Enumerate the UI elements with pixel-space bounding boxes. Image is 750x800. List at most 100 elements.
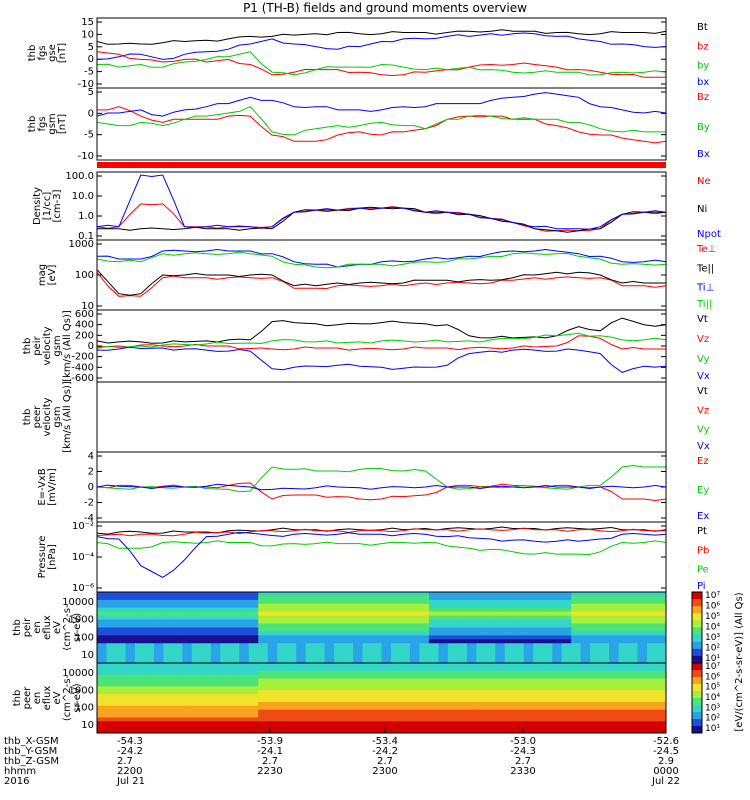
ytick-label: 1000 bbox=[69, 239, 94, 250]
xaxis-value: -24.3 bbox=[510, 746, 536, 757]
xaxis-value: -24.5 bbox=[653, 746, 679, 757]
panels-layer: thbfgsgse[nT]151050-5-10Btbzbybxthbfgsgs… bbox=[12, 17, 721, 734]
panel-frame bbox=[96, 87, 667, 161]
ytick-label: 10 bbox=[81, 650, 94, 661]
series-Pe bbox=[96, 540, 667, 556]
colorbar-tick: 10² bbox=[705, 714, 720, 724]
colorbar-tick: 10² bbox=[705, 644, 720, 654]
xaxis-value: 2.9 bbox=[658, 756, 674, 767]
ytick-label: -2 bbox=[84, 498, 94, 509]
panel-ylabel: Density[1/cc][cm-3] bbox=[32, 187, 63, 225]
colorbar-tick: 10³ bbox=[705, 633, 720, 643]
colorbar-segment bbox=[692, 663, 702, 671]
series-Vy bbox=[96, 332, 667, 349]
panel-9: thbpeirenefluxeV(cm^2-s-sr-eV)10000 1000 1… bbox=[12, 591, 667, 664]
ytick-label: -4 bbox=[84, 513, 94, 524]
series-Pt bbox=[96, 526, 667, 535]
series-Bx bbox=[96, 92, 667, 117]
panel-ylabel: thbfgsgsm[nT] bbox=[27, 113, 68, 134]
legend-Ne: Ne bbox=[697, 176, 711, 187]
xaxis-row-label: thb_X-GSM bbox=[4, 736, 59, 747]
xaxis-value: -53.9 bbox=[257, 736, 283, 747]
colorbar-tick: 10⁶ bbox=[705, 672, 720, 682]
figure-title: P1 (TH-B) fields and ground moments over… bbox=[243, 1, 527, 15]
ytick-label: 2 bbox=[88, 467, 94, 478]
colorbar-segment bbox=[692, 613, 702, 621]
ytick-label: 5 bbox=[88, 87, 94, 98]
colorbar-segment bbox=[692, 691, 702, 699]
legend-Bz: Bz bbox=[697, 92, 709, 103]
panel-ylabel: mag[eV] bbox=[37, 264, 58, 286]
series-Ti⊥ bbox=[96, 248, 667, 268]
colorbar-tick: 10¹ bbox=[705, 654, 720, 664]
legend-Npot: Npot bbox=[697, 229, 721, 240]
colorbar-tick: 10⁵ bbox=[705, 683, 720, 693]
ytick-label: 10 bbox=[81, 29, 94, 40]
colorbar-segment bbox=[692, 620, 702, 628]
xaxis-value: 0000 bbox=[653, 766, 678, 777]
legend-Bx: Bx bbox=[697, 149, 710, 160]
legend-Pb: Pb bbox=[697, 545, 709, 556]
ytick-label: 100.0 bbox=[65, 171, 94, 182]
series-by bbox=[96, 51, 667, 76]
colorbar-segment bbox=[692, 599, 702, 607]
legend-Ti||: Ti|| bbox=[696, 299, 712, 310]
legend-Ey: Ey bbox=[697, 485, 709, 496]
panel-ylabel: thbfgsgse[nT] bbox=[27, 43, 68, 63]
panel-ylabel: thbpeirenefluxeV(cm^2-s-sr-eV) bbox=[12, 604, 83, 651]
panel-2: thbfgsgsm[nT] 5 0 -5 -10 Bz By Bx bbox=[27, 87, 710, 162]
series-Bz bbox=[97, 106, 667, 144]
colorbar-segment bbox=[692, 592, 702, 600]
colorbar-segment bbox=[692, 726, 702, 734]
ytick-label: 1000 bbox=[69, 685, 94, 696]
colorbar-label: [eV/(cm^2-s-sr-eV)] (All Qs) bbox=[734, 592, 745, 731]
series-Vx bbox=[96, 346, 667, 373]
colorbar-segment bbox=[692, 606, 702, 614]
colorbar-segment bbox=[692, 677, 702, 685]
ytick-label: 400 bbox=[75, 320, 94, 331]
ytick-label: 0 bbox=[88, 341, 94, 352]
colorbar-segment bbox=[692, 712, 702, 720]
panel-4: mag[eV] 1000 100 10 Te⊥ Te|| Ti⊥ Ti|| bbox=[37, 239, 716, 312]
series-Te|| bbox=[96, 269, 666, 296]
panel-8: Pressure[nPa] 10⁻² 10⁻⁴ 10⁻⁶ Pt Pb Pe Pi bbox=[37, 521, 709, 594]
panel-3: Density[1/cc][cm-3]100.0 10.0 1.0 0.1 Ne Ni Np… bbox=[32, 171, 721, 242]
panel-5: thbpeirvelocitygsm[km/s (All Qs)] 6004002… bbox=[22, 309, 710, 384]
xaxis-row-label: hhmm bbox=[4, 766, 36, 777]
xaxis-value: -24.1 bbox=[257, 746, 283, 757]
xaxis-value: 2.7 bbox=[117, 756, 133, 767]
panel-ylabel: thbpeervelocitygsm[km/s (All Qs)] bbox=[22, 381, 73, 453]
xaxis-value: 2200 bbox=[117, 766, 142, 777]
ytick-label: 10.0 bbox=[72, 191, 94, 202]
ytick-label: 100 bbox=[75, 270, 94, 281]
ytick-label: 1.0 bbox=[78, 211, 94, 222]
colorbar-segment bbox=[692, 705, 702, 713]
series-Ez bbox=[96, 482, 667, 502]
xaxis-value: 2330 bbox=[510, 766, 535, 777]
legend-Pt: Pt bbox=[697, 526, 707, 537]
ytick-label: -5 bbox=[84, 67, 94, 78]
ytick-label: -5 bbox=[84, 130, 94, 141]
ytick-label: 0 bbox=[88, 54, 94, 65]
panel-ylabel: thbpeirvelocitygsm[km/s (All Qs)] bbox=[22, 310, 73, 382]
ytick-label: -400 bbox=[71, 362, 94, 373]
xaxis-value: 2230 bbox=[257, 766, 282, 777]
colorbar-segment bbox=[692, 719, 702, 727]
xaxis-value: -52.6 bbox=[653, 736, 679, 747]
xaxis-row-label: thb_Y-GSM bbox=[4, 746, 57, 757]
series-bz bbox=[96, 51, 666, 78]
xaxis-value: 2300 bbox=[372, 766, 397, 777]
ytick-label: -600 bbox=[71, 373, 94, 384]
legend-Vt: Vt bbox=[697, 314, 708, 325]
series-Ey bbox=[96, 464, 666, 493]
legend-Ex: Ex bbox=[697, 511, 709, 522]
legend-Pi: Pi bbox=[697, 581, 706, 592]
colorbar-segment bbox=[692, 684, 702, 692]
ytick-label: -10 bbox=[78, 79, 94, 90]
ytick-label: 4 bbox=[88, 451, 94, 462]
ytick-label: 1000 bbox=[69, 615, 94, 626]
ytick-label: 0 bbox=[88, 482, 94, 493]
panel-7: E=-VxB[mV/m] 4 2 0 -2 -4 Ez Ey Ex bbox=[37, 451, 709, 524]
series-Pi bbox=[96, 531, 667, 578]
